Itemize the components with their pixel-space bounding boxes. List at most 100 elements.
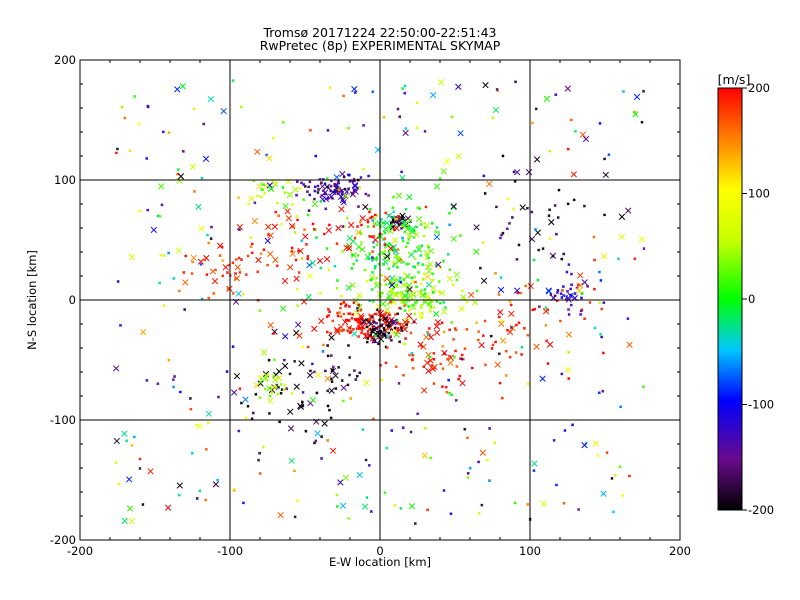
scatter-point bbox=[373, 266, 377, 270]
scatter-point bbox=[352, 369, 356, 373]
scatter-point bbox=[476, 338, 480, 342]
scatter-point bbox=[405, 323, 409, 327]
scatter-point bbox=[465, 436, 469, 440]
scatter-point bbox=[381, 263, 386, 267]
scatter-point bbox=[368, 234, 372, 238]
scatter-point bbox=[231, 291, 235, 295]
scatter-point bbox=[560, 372, 564, 376]
scatter-point bbox=[335, 286, 339, 290]
scatter-point bbox=[403, 342, 407, 346]
scatter-point bbox=[329, 331, 333, 336]
scatter-point bbox=[557, 188, 561, 192]
scatter-point bbox=[380, 273, 384, 277]
scatter-point bbox=[398, 292, 402, 296]
scatter-point bbox=[379, 300, 387, 307]
scatter-point bbox=[409, 290, 417, 297]
scatter-point bbox=[141, 502, 145, 507]
scatter-point bbox=[281, 186, 285, 190]
scatter-point bbox=[368, 251, 372, 256]
scatter-point bbox=[177, 289, 181, 293]
scatter-point bbox=[359, 240, 363, 244]
x-tick-label: 0 bbox=[376, 544, 383, 558]
scatter-point bbox=[592, 235, 596, 239]
scatter-point bbox=[398, 322, 402, 326]
scatter-point bbox=[125, 439, 129, 443]
scatter-point bbox=[390, 223, 394, 227]
scatter-point bbox=[386, 258, 390, 262]
scatter-point bbox=[294, 258, 298, 262]
scatter-point bbox=[318, 291, 322, 295]
scatter-point bbox=[158, 183, 165, 190]
scatter-point bbox=[422, 300, 426, 304]
scatter-point bbox=[473, 248, 480, 255]
scatter-point bbox=[365, 496, 369, 500]
scatter-point bbox=[375, 303, 382, 310]
scatter-point bbox=[400, 170, 404, 174]
scatter-point bbox=[413, 249, 417, 253]
scatter-point bbox=[311, 325, 318, 332]
scatter-point bbox=[176, 177, 183, 185]
scatter-point bbox=[425, 367, 432, 375]
scatter-point bbox=[533, 227, 537, 231]
scatter-point bbox=[234, 264, 241, 271]
scatter-point bbox=[271, 136, 275, 140]
scatter-point bbox=[370, 288, 374, 292]
scatter-point bbox=[293, 515, 297, 519]
scatter-point bbox=[625, 207, 632, 214]
scatter-point bbox=[542, 308, 550, 315]
scatter-point bbox=[244, 273, 248, 277]
scatter-point bbox=[642, 247, 646, 251]
scatter-point bbox=[320, 193, 324, 198]
scatter-point bbox=[336, 314, 340, 318]
scatter-point bbox=[369, 333, 373, 337]
scatter-point bbox=[113, 437, 120, 445]
scatter-point bbox=[345, 324, 353, 332]
scatter-point bbox=[308, 128, 312, 132]
scatter-point bbox=[295, 499, 300, 503]
scatter-point bbox=[346, 234, 353, 242]
scatter-point bbox=[454, 398, 458, 402]
scatter-point bbox=[312, 370, 316, 374]
scatter-point bbox=[313, 189, 317, 193]
scatter-point bbox=[401, 224, 405, 228]
scatter-point bbox=[426, 330, 430, 334]
scatter-point bbox=[267, 232, 274, 239]
scatter-point bbox=[296, 304, 300, 308]
scatter-point bbox=[443, 306, 447, 310]
scatter-point bbox=[395, 192, 403, 199]
scatter-point bbox=[455, 83, 462, 90]
scatter-point bbox=[498, 320, 505, 327]
scatter-point bbox=[395, 217, 399, 221]
scatter-point bbox=[359, 176, 363, 180]
y-tick-label: 0 bbox=[69, 293, 76, 307]
scatter-point bbox=[250, 242, 254, 246]
scatter-point bbox=[564, 366, 572, 374]
scatter-point bbox=[526, 502, 530, 506]
scatter-point bbox=[410, 304, 417, 311]
scatter-point bbox=[549, 252, 557, 259]
scatter-point bbox=[280, 305, 287, 312]
scatter-point bbox=[309, 396, 317, 404]
scatter-point bbox=[370, 315, 374, 319]
scatter-point bbox=[517, 243, 521, 247]
scatter-point bbox=[265, 223, 272, 230]
scatter-point bbox=[517, 321, 521, 325]
scatter-point bbox=[597, 270, 601, 274]
scatter-point bbox=[387, 324, 391, 328]
scatter-point bbox=[441, 349, 448, 357]
scatter-point bbox=[257, 380, 264, 387]
scatter-point bbox=[560, 257, 564, 261]
scatter-point bbox=[527, 282, 534, 290]
y-axis-ticks: -200 -100 0 100 200 bbox=[50, 53, 680, 547]
scatter-point bbox=[314, 439, 318, 443]
scatter-point bbox=[565, 331, 573, 338]
scatter-point bbox=[415, 215, 423, 223]
scatter-point bbox=[374, 281, 378, 285]
scatter-point bbox=[392, 262, 396, 266]
y-tick-label: 200 bbox=[54, 53, 76, 67]
scatter-point bbox=[411, 303, 415, 307]
scatter-point bbox=[431, 291, 435, 295]
scatter-point bbox=[382, 326, 386, 330]
scatter-point bbox=[138, 466, 142, 470]
scatter-point bbox=[626, 317, 630, 321]
